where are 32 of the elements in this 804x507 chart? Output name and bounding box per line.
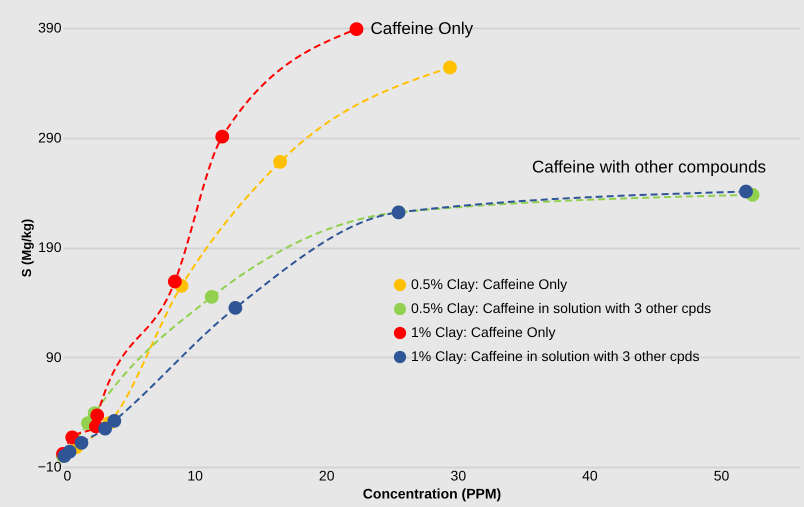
point xyxy=(168,274,182,288)
x-axis-title: Concentration (PPM) xyxy=(362,486,502,502)
x-tick-label: 0 xyxy=(64,468,72,484)
point xyxy=(74,436,88,450)
point xyxy=(273,155,288,169)
y-tick-label: 390 xyxy=(38,20,62,36)
point xyxy=(215,130,230,144)
point xyxy=(62,444,76,459)
legend-label: 1% Clay: Caffeine in solution with 3 other cpds xyxy=(411,348,700,364)
point xyxy=(107,414,122,428)
y-tick-label: 290 xyxy=(38,129,62,146)
x-tick-label: 50 xyxy=(714,468,730,484)
point xyxy=(90,408,104,422)
x-tick-label: 30 xyxy=(450,468,466,484)
x-tick-label: 10 xyxy=(187,468,204,484)
annotation: Caffeine Only xyxy=(370,19,474,38)
annotation: Caffeine with other compounds xyxy=(532,158,766,177)
point xyxy=(98,422,112,436)
point xyxy=(204,290,219,304)
legend-label: 1% Clay: Caffeine Only xyxy=(411,324,556,340)
legend-label: 0.5% Clay: Caffeine in solution with 3 other cpds xyxy=(411,300,712,316)
y-tick-label: 90 xyxy=(46,348,62,365)
y-tick-label: −10 xyxy=(38,458,62,474)
x-tick-label: 40 xyxy=(582,468,598,484)
y-axis-title: S (Mg/kg) xyxy=(18,218,34,278)
legend-label: 0.5% Clay: Caffeine Only xyxy=(411,276,568,292)
x-tick-label: 20 xyxy=(318,468,335,484)
point xyxy=(443,60,457,74)
point xyxy=(350,22,364,36)
point xyxy=(228,300,242,315)
y-tick-label: 190 xyxy=(38,239,62,255)
point xyxy=(739,184,753,198)
